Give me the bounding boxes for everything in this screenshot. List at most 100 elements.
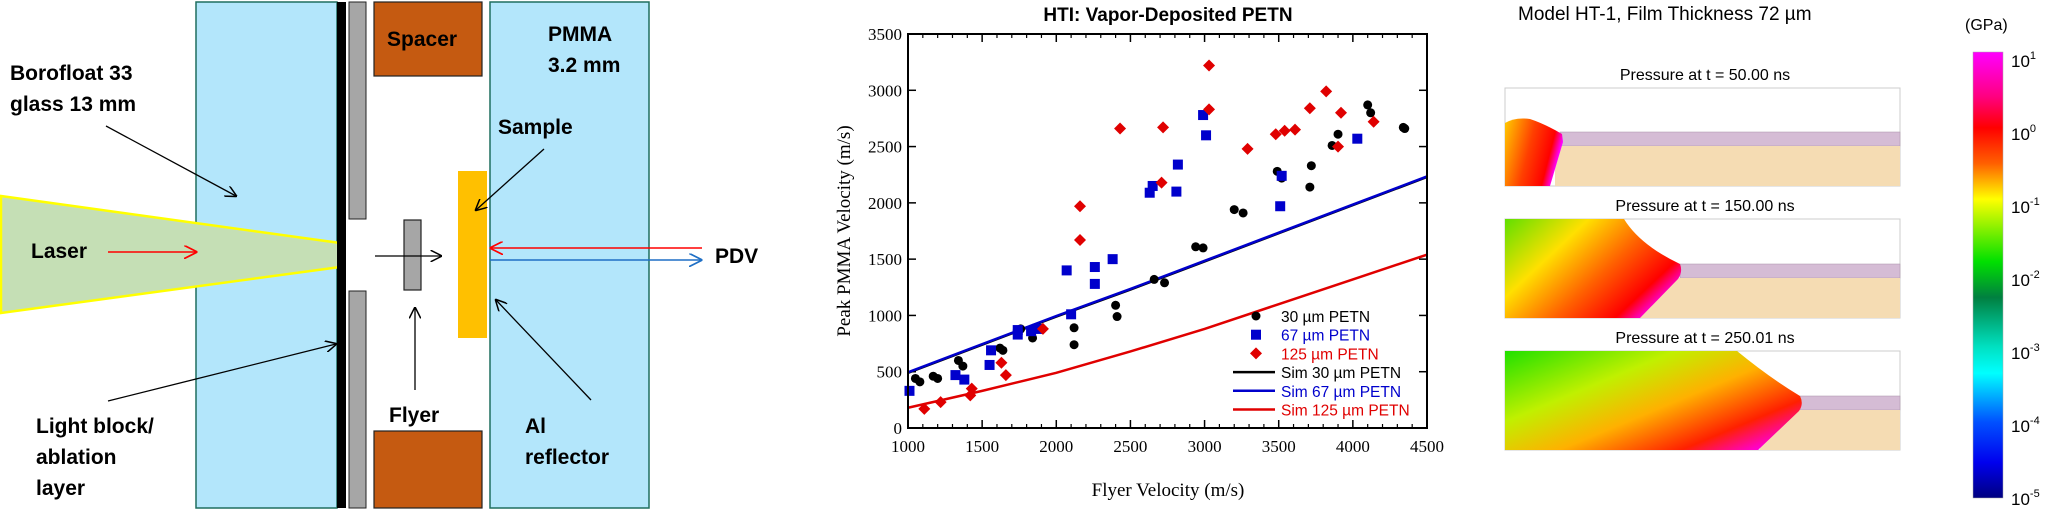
x-axis-label: Flyer Velocity (m/s) <box>1092 480 1245 501</box>
laser-label: Laser <box>31 240 87 263</box>
film-layer <box>1679 263 1901 279</box>
data-point-diamond <box>1334 106 1347 119</box>
data-point-square <box>1107 254 1118 265</box>
colorbar <box>1972 51 2004 499</box>
pmma-label-line2: 3.2 mm <box>548 54 620 77</box>
legend-label: 67 µm PETN <box>1281 328 1370 345</box>
glass-label-line1: Borofloat 33 <box>10 62 133 85</box>
legend-label: 125 µm PETN <box>1281 346 1379 363</box>
ablation-strip-top <box>348 1 367 220</box>
experiment-diagram: Borofloat 33 glass 13 mm Laser Light blo… <box>0 1 758 509</box>
x-tick-label: 1000 <box>891 437 925 456</box>
data-point-square <box>1201 130 1212 141</box>
y-axis-label: Peak PMMA Velocity (m/s) <box>834 125 855 336</box>
data-point-diamond <box>918 402 931 415</box>
pmma-window <box>489 1 650 509</box>
data-point-diamond <box>1241 142 1254 155</box>
data-point-square <box>1352 133 1363 144</box>
flyer <box>403 219 422 291</box>
data-point-circle <box>998 345 1008 355</box>
pressure-field <box>1505 118 1563 186</box>
legend-label: Sim 125 µm PETN <box>1281 403 1410 420</box>
data-point-square <box>1171 186 1182 197</box>
colorbar-tick-label: 10-5 <box>2011 488 2040 509</box>
data-point-circle <box>1306 161 1316 171</box>
data-point-square <box>1198 110 1209 121</box>
film-layer <box>1799 395 1901 411</box>
data-point-diamond <box>1203 59 1216 72</box>
sim-line-4 <box>907 175 1428 374</box>
data-point-square <box>1172 159 1183 170</box>
flyer-label: Flyer <box>389 404 439 427</box>
light-block-label-line1: Light block/ <box>36 415 154 438</box>
data-point-circle <box>958 361 968 371</box>
colorbar-tick-label: 101 <box>2011 50 2036 71</box>
sample-pointer-arrow <box>476 148 545 210</box>
data-point-diamond <box>999 369 1012 382</box>
y-tick-label: 1000 <box>868 306 902 325</box>
legend-marker <box>1251 311 1261 321</box>
pressure-panel-3: Pressure at t = 250.01 ns <box>1504 330 1901 451</box>
data-point-square <box>986 345 997 356</box>
light-block-pointer-arrow <box>107 344 336 402</box>
pressure-panel-2: Pressure at t = 150.00 ns <box>1504 198 1901 319</box>
data-point-square <box>1012 329 1023 340</box>
data-point-circle <box>1112 312 1122 322</box>
colorbar-tick-label: 10-2 <box>2011 269 2040 290</box>
legend-label: Sim 67 µm PETN <box>1281 384 1401 401</box>
data-point-square <box>1275 201 1286 212</box>
y-tick-label: 1500 <box>868 250 902 269</box>
data-point-square <box>959 374 970 385</box>
data-point-circle <box>1160 278 1170 288</box>
x-tick-label: 1500 <box>965 437 999 456</box>
legend-marker <box>1250 347 1262 360</box>
data-point-square <box>984 359 995 370</box>
spacer-bottom <box>373 430 483 509</box>
data-point-circle <box>1198 243 1208 253</box>
panel-title: Pressure at t = 150.00 ns <box>1615 198 1794 215</box>
x-tick-label: 4500 <box>1410 437 1444 456</box>
data-point-circle <box>1363 100 1373 110</box>
light-block-layer <box>337 2 346 508</box>
light-block-label-line2: ablation <box>36 446 117 469</box>
y-tick-label: 2000 <box>868 194 902 213</box>
light-block-label-line3: layer <box>36 477 85 500</box>
data-point-diamond <box>965 382 978 395</box>
al-reflector-pointer-arrow <box>496 300 592 401</box>
spacer-label: Spacer <box>387 28 457 51</box>
sample-label: Sample <box>498 116 573 139</box>
colorbar-tick-label: 100 <box>2011 123 2036 144</box>
data-point-diamond <box>1278 124 1291 137</box>
data-point-square <box>950 370 961 381</box>
panel-title: Pressure at t = 50.00 ns <box>1620 67 1790 84</box>
data-point-circle <box>1333 129 1343 139</box>
data-point-diamond <box>1332 140 1345 153</box>
al-reflector-label-line2: reflector <box>525 446 609 469</box>
data-point-square <box>1147 180 1158 191</box>
colorbar-tick-label: 10-3 <box>2011 342 2040 363</box>
pressure-field <box>1505 351 1802 450</box>
simulation-title: Model HT-1, Film Thickness 72 µm <box>1518 4 1812 25</box>
spacer-top <box>373 1 483 77</box>
film-layer <box>1559 131 1901 147</box>
data-point-diamond <box>1036 322 1049 335</box>
legend-marker <box>1251 329 1261 340</box>
sample <box>458 171 487 338</box>
y-tick-label: 3000 <box>868 81 902 100</box>
data-point-square <box>1061 265 1072 276</box>
data-point-circle <box>1069 340 1079 350</box>
data-point-square <box>1089 262 1100 273</box>
glass-label-line2: glass 13 mm <box>10 93 136 116</box>
data-point-diamond <box>1074 200 1087 213</box>
legend-label: Sim 30 µm PETN <box>1281 365 1401 382</box>
y-tick-label: 0 <box>894 419 903 438</box>
data-point-square <box>1144 187 1155 198</box>
data-point-diamond <box>995 356 1008 369</box>
simulation-panel: Model HT-1, Film Thickness 72 µm Pressur… <box>1504 4 2040 509</box>
data-point-circle <box>1238 208 1248 218</box>
y-tick-label: 500 <box>877 363 903 382</box>
data-point-square <box>1276 170 1287 181</box>
data-point-circle <box>1229 205 1239 215</box>
